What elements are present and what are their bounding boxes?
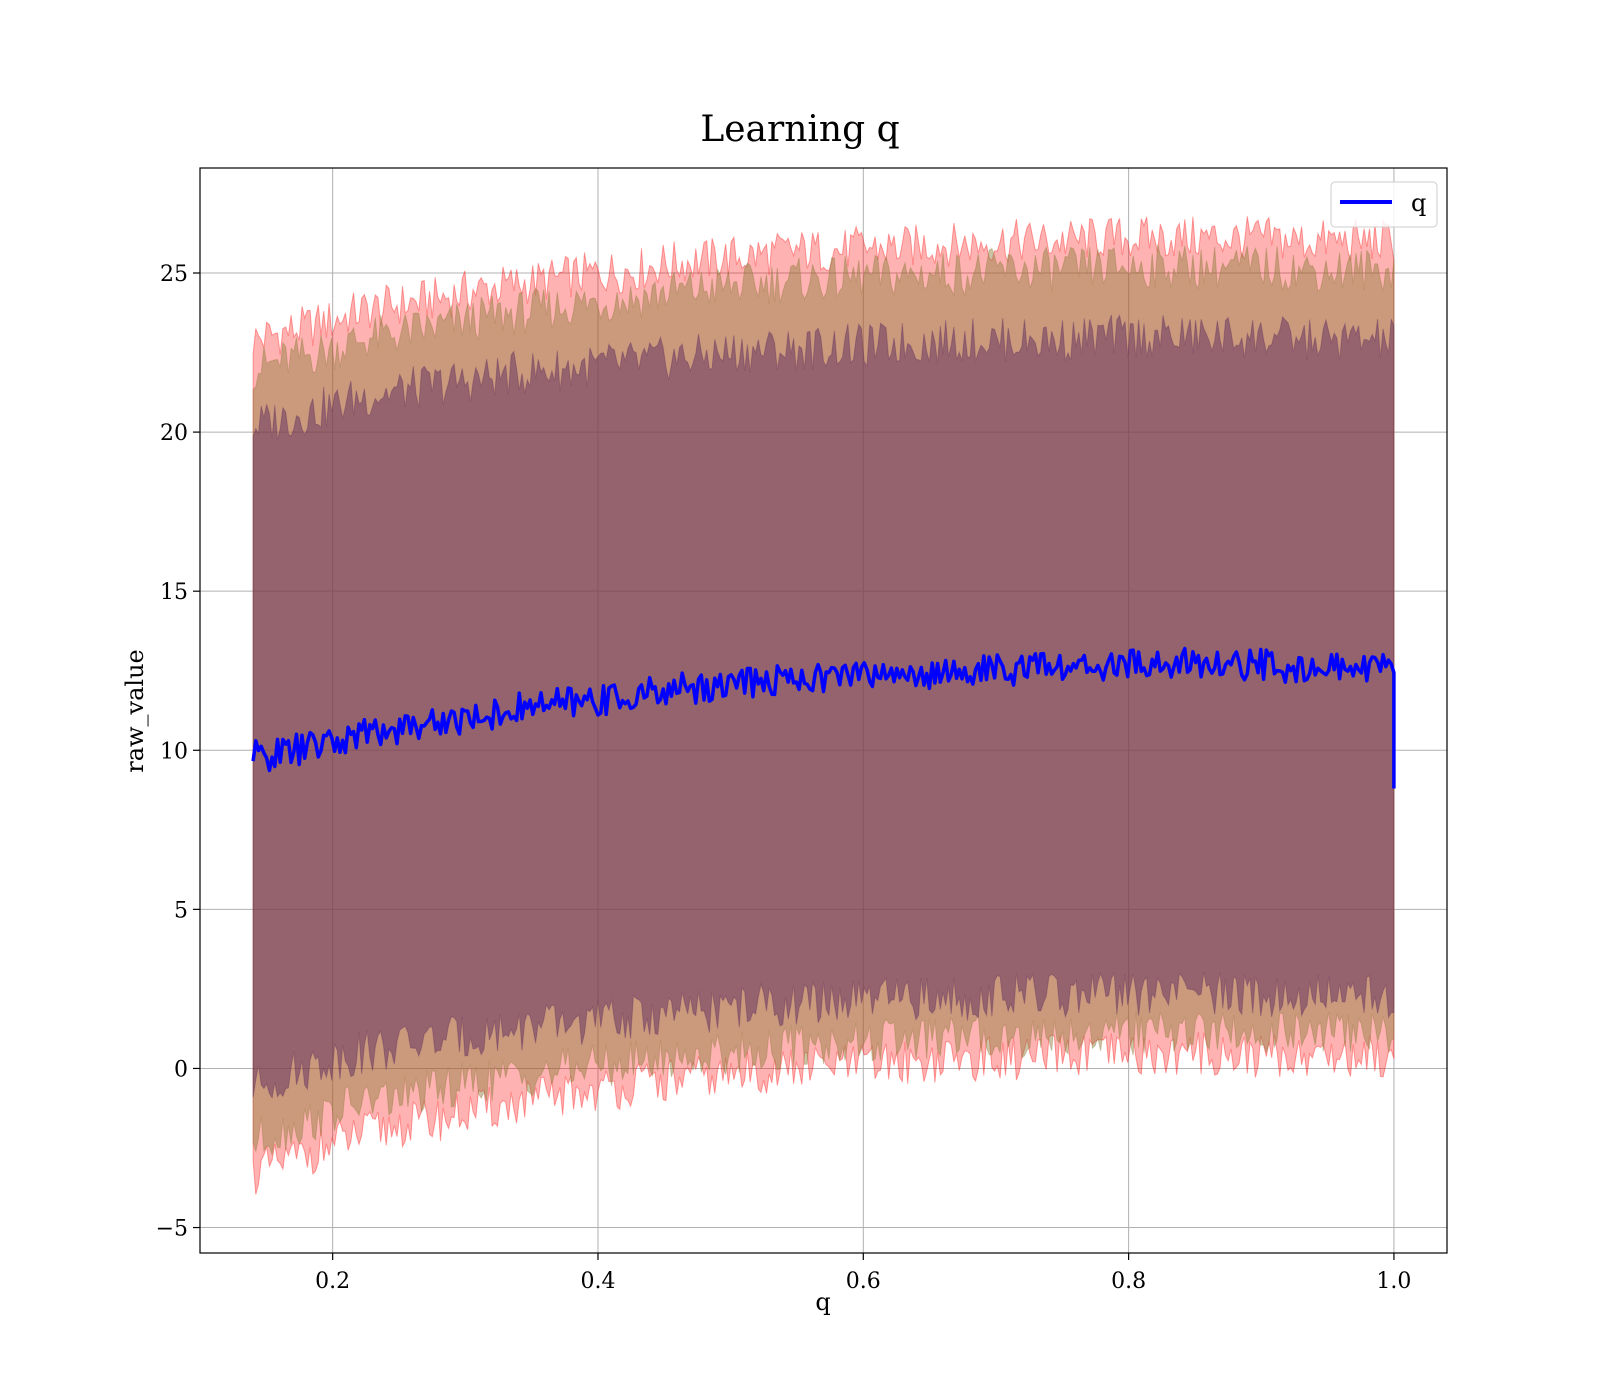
series-line-q [251, 646, 1396, 789]
x-tick-label-4: 1.0 [1376, 1269, 1411, 1294]
y-tick-label-3: 10 [160, 739, 188, 764]
y-axis-ticks: −5 0 5 10 15 20 25 [156, 262, 200, 1242]
uncertainty-bands [252, 216, 1395, 1195]
chart-title: Learning q [700, 109, 899, 150]
series-lines [251, 646, 1396, 789]
plot-frame [199, 167, 1448, 1254]
legend: q [1330, 181, 1438, 228]
band-2 [252, 314, 1395, 1100]
y-tick-label-2: 5 [174, 898, 188, 923]
y-tick-label-5: 20 [160, 421, 188, 446]
x-axis-ticks: 0.2 0.4 0.6 0.8 1.0 [315, 1253, 1411, 1294]
x-tick-label-2: 0.6 [846, 1269, 881, 1294]
y-tick-label-0: −5 [156, 1217, 188, 1242]
x-axis-label: q [815, 1288, 830, 1316]
y-tick-label-6: 25 [160, 262, 188, 287]
y-tick-label-1: 0 [174, 1057, 188, 1082]
legend-label-q: q [1411, 189, 1426, 217]
y-tick-label-4: 15 [160, 580, 188, 605]
x-tick-label-3: 0.8 [1111, 1269, 1146, 1294]
y-axis-label: raw_value [121, 649, 149, 773]
x-tick-label-1: 0.4 [580, 1269, 615, 1294]
legend-box [1330, 181, 1438, 228]
x-tick-label-0: 0.2 [315, 1269, 350, 1294]
